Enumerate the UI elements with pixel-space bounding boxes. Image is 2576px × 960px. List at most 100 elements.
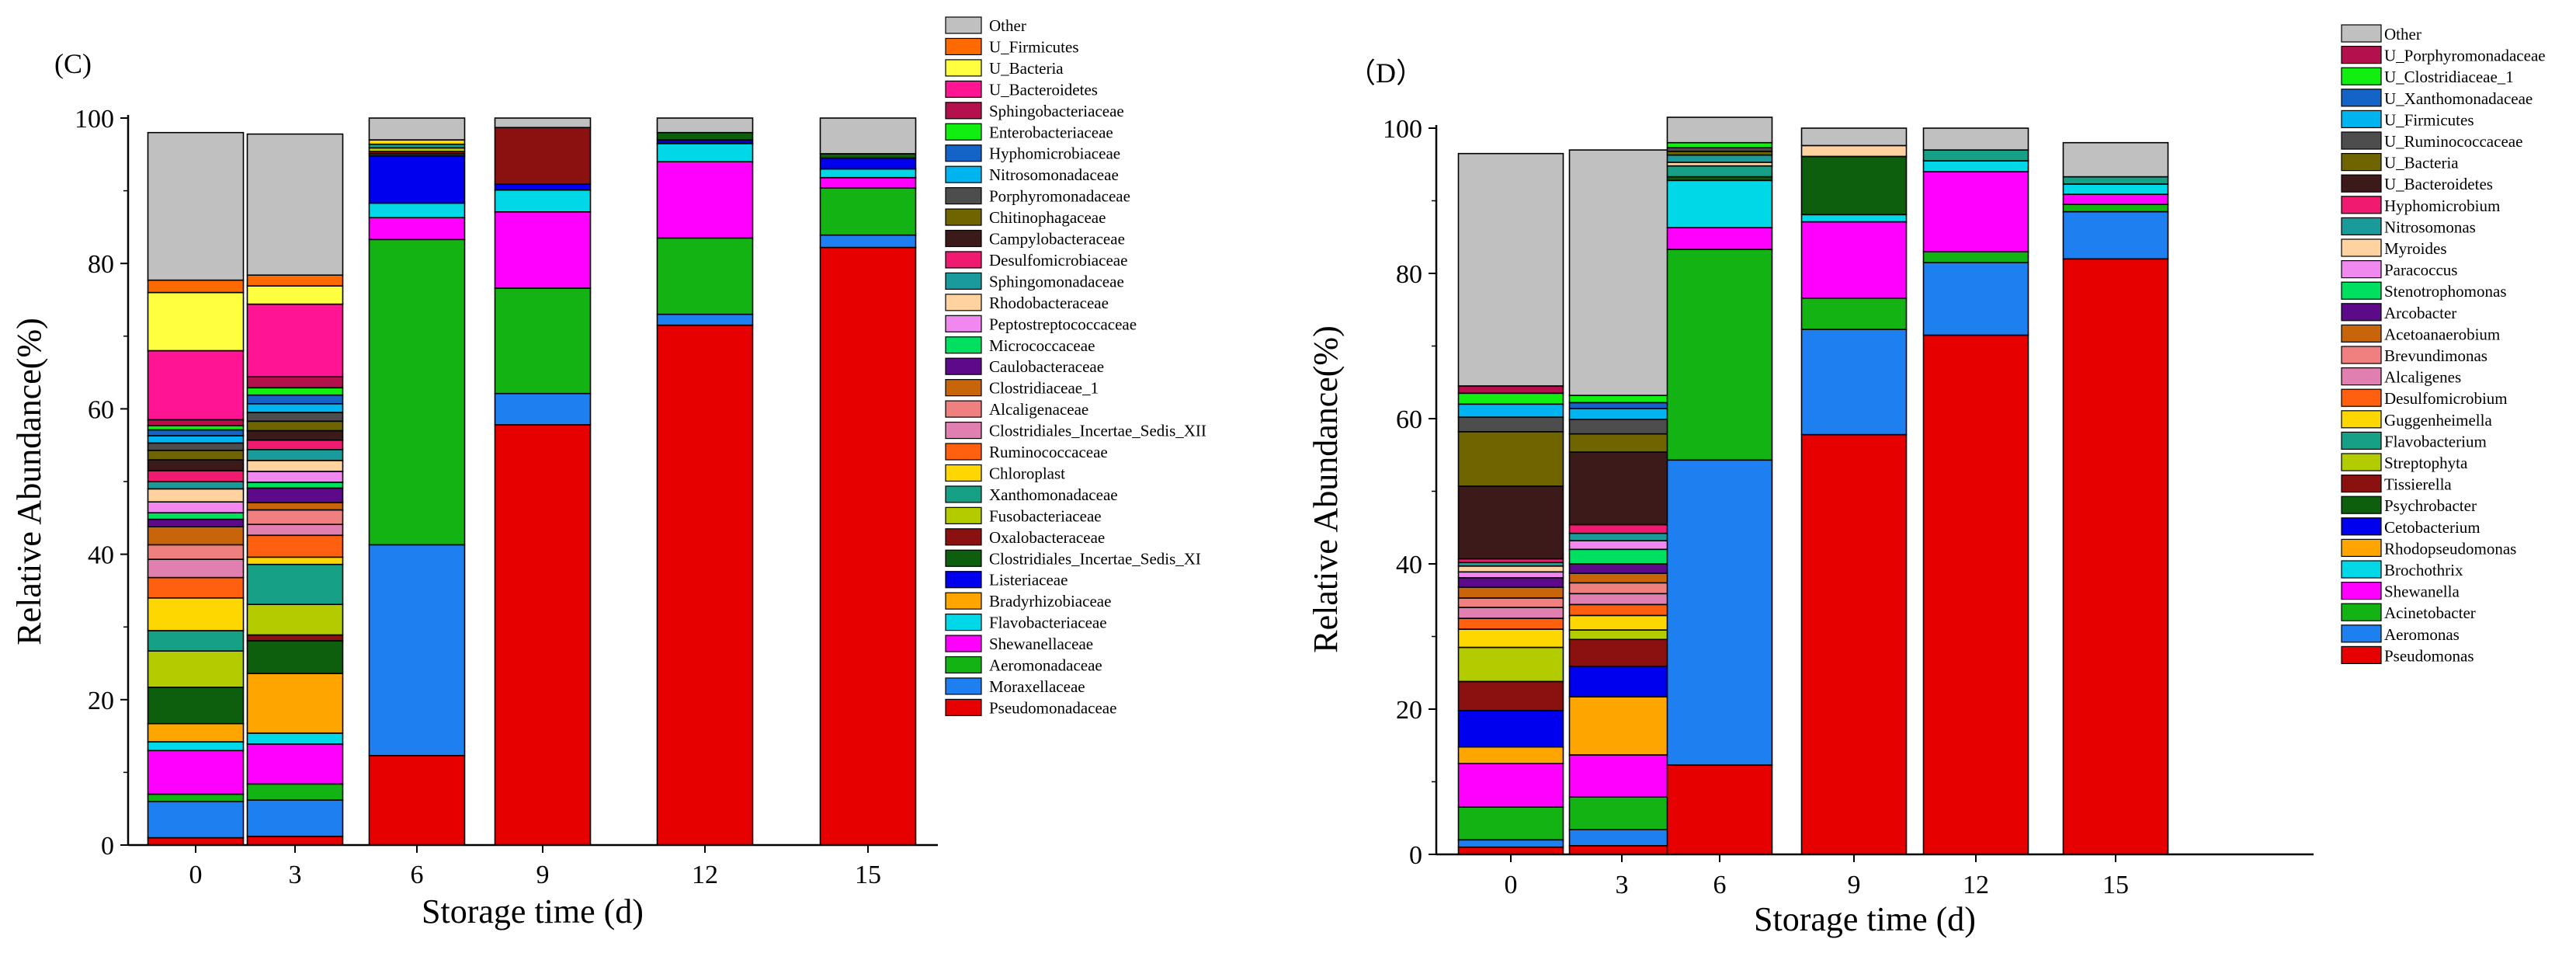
panel-d-ytick-label-20: 20: [1396, 696, 1422, 725]
panel-d-legend-label-Cetobacterium: Cetobacterium: [2384, 518, 2481, 537]
panel-c-bar-12-Pseudomonadaceae: [656, 324, 754, 846]
panel-c-legend-swatch-Caulobacteraceae: [945, 357, 982, 375]
panel-d-legend-swatch-U_Bacteroidetes: [2341, 174, 2382, 193]
panel-c-legend-label-Other: Other: [989, 16, 1026, 35]
panel-c-legend-swatch-Desulfomicrobiaceae: [945, 251, 982, 269]
panel-d-bar-3-Hyphomicrobium: [1568, 523, 1675, 534]
panel-d-bar-6-Shewanella: [1666, 227, 1773, 250]
panel-d-legend-label-U_Ruminococcaceae: U_Ruminococcaceae: [2384, 132, 2522, 151]
panel-d-ytick-label-40: 40: [1396, 551, 1422, 579]
panel-c-bar-0-Shewanellaceae: [147, 750, 245, 795]
panel-c-bar-3-Fusobacteriaceae: [246, 603, 344, 636]
panel-d-bar-15-Shewanella: [2062, 193, 2169, 206]
panel-d-bar-3-Tissierella: [1568, 638, 1675, 667]
panel-c-bar-3-Sphingomonadaceae: [246, 448, 344, 461]
panel-d-legend-swatch-Alcaligenes: [2341, 367, 2382, 386]
panel-c-bar-6-Pseudomonadaceae: [368, 755, 466, 846]
panel-c-ytick-label-100: 100: [75, 105, 114, 134]
panel-c-bar-6-Flavobacteriaceae: [368, 202, 466, 219]
panel-c-legend-swatch-Listeriaceae: [945, 571, 982, 589]
panel-d-bar-0-Aeromonas: [1457, 839, 1564, 848]
panel-d-ytick-label-60: 60: [1396, 405, 1422, 434]
panel-c-bar-3-Ruminococcaceae: [246, 534, 344, 558]
panel-d-bar-0-Pseudomonas: [1457, 846, 1564, 855]
panel-d-legend-label-Myroides: Myroides: [2384, 239, 2447, 258]
panel-d-bar-12-Shewanella: [1922, 171, 2029, 252]
panel-c-legend-swatch-Rhodobacteraceae: [945, 294, 982, 311]
panel-d-bar-3-Arcobacter: [1568, 563, 1675, 574]
panel-d-bar-3-U_Ruminococcaceae: [1568, 419, 1675, 435]
panel-d-bar-6-Brochothrix: [1666, 179, 1773, 228]
panel-d-bar-3-Desulfomicrobium: [1568, 603, 1675, 617]
panel-c-bar-3-Pseudomonadaceae: [246, 836, 344, 846]
panel-d-bar-3-Shewanella: [1568, 754, 1675, 798]
panel-c-bar-15-Moraxellaceae: [819, 234, 917, 249]
panel-c-bar-3-Porphyromonadaceae: [246, 412, 344, 423]
panel-d-bar-0-Desulfomicrobium: [1457, 617, 1564, 630]
panel-c-legend-label-Flavobacteriaceae: Flavobacteriaceae: [989, 614, 1107, 632]
panel-d-legend-label-Desulfomicrobium: Desulfomicrobium: [2384, 389, 2508, 408]
panel-c-bar-9-Moraxellaceae: [494, 392, 592, 426]
panel-c-bar-3-Aeromonadaceae: [246, 783, 344, 801]
panel-c-legend-swatch-U_Bacteria: [945, 59, 982, 77]
panel-d-bar-6-Pseudomonas: [1666, 764, 1773, 855]
panel-c-xtick-label-15: 15: [855, 861, 881, 889]
panel-c-bar-15-Clostridiales_Incertae_Sedis_XI: [819, 153, 917, 159]
panel-c-bar-0-Aeromonadaceae: [147, 793, 245, 802]
panel-d-legend-label-Tissierella: Tissierella: [2384, 475, 2452, 494]
panel-d-legend-label-Acinetobacter: Acinetobacter: [2384, 603, 2476, 622]
panel-c-legend-swatch-Micrococcaceae: [945, 336, 982, 354]
panel-d-xlabel: Storage time (d): [1754, 900, 1976, 938]
panel-c-ytick-label-0: 0: [101, 832, 114, 861]
panel-c-bar-3-Clostridiales_Incertae_Sedis_XII: [246, 523, 344, 537]
panel-c-legend-label-Ruminococcaceae: Ruminococcaceae: [989, 443, 1108, 461]
panel-d-bar-0-Shewanella: [1457, 763, 1564, 808]
panel-c-legend-swatch-Xanthomonadaceae: [945, 485, 982, 503]
panel-d-legend-swatch-Streptophyta: [2341, 453, 2382, 471]
panel-c-legend-swatch-Ruminococcaceae: [945, 443, 982, 461]
panel-c-legend-label-Chloroplast: Chloroplast: [989, 464, 1065, 482]
panel-d-legend-label-Flavobacterium: Flavobacterium: [2384, 432, 2487, 450]
panel-c-bar-12-Aeromonadaceae: [656, 237, 754, 315]
panel-c-legend-label-Aeromonadaceae: Aeromonadaceae: [989, 656, 1102, 675]
panel-c-bar-3-U_Bacteria: [246, 285, 344, 305]
panel-d-bar-3-U_Clostridiaceae_1: [1568, 395, 1675, 404]
chart-panel-d: （D） Relative Abundance(%) Storage time (d)…: [1307, 24, 2546, 938]
panel-d-legend-label-Aeromonas: Aeromonas: [2384, 625, 2460, 644]
panel-c-legend-swatch-U_Firmicutes: [945, 37, 982, 56]
panel-c-legend-label-Rhodobacteraceae: Rhodobacteraceae: [989, 294, 1109, 312]
panel-d-legend-swatch-Acinetobacter: [2341, 603, 2382, 621]
panel-d-bar-0-Alcaligenes: [1457, 607, 1564, 619]
panel-c-legend-label-Clostridiales_Incertae_Sedis_XI: Clostridiales_Incertae_Sedis_XI: [989, 549, 1201, 568]
panel-c-ytick-label-80: 80: [88, 250, 114, 279]
panel-d-legend-swatch-U_Clostridiaceae_1: [2341, 67, 2382, 85]
panel-d-legend-swatch-Guggenheimella: [2341, 410, 2382, 429]
panel-c-legend-swatch-Enterobacteriaceae: [945, 123, 982, 141]
panel-d-legend-label-Acetoanaerobium: Acetoanaerobium: [2384, 325, 2500, 343]
panel-c-bar-15-Shewanellaceae: [819, 177, 917, 189]
panel-d-legend-swatch-Aeromonas: [2341, 624, 2382, 643]
panel-c-legend-label-Shewanellaceae: Shewanellaceae: [989, 635, 1093, 653]
panel-c-bar-3-Chloroplast: [246, 556, 344, 565]
panel-d-bar-3-U_Bacteroidetes: [1568, 451, 1675, 526]
panel-c-bar-3-Micrococcaceae: [246, 482, 344, 489]
panel-d-bar-12-Aeromonas: [1922, 262, 2029, 336]
panel-d-bar-9-Pseudomonas: [1800, 433, 1908, 855]
panel-c-bar-3-Hyphomicrobiaceae: [246, 394, 344, 405]
panel-c-legend-label-Campylobacteraceae: Campylobacteraceae: [989, 230, 1125, 249]
panel-d-legend-swatch-Myroides: [2341, 238, 2382, 257]
panel-c-ytick-label-60: 60: [88, 395, 114, 424]
panel-c-legend-swatch-Pseudomonadaceae: [945, 698, 982, 717]
panel-d-bar-9-Brochothrix: [1800, 214, 1908, 223]
panel-d-label: （D）: [1348, 57, 1424, 89]
panel-d-legend-label-Pseudomonas: Pseudomonas: [2384, 646, 2474, 665]
panel-c-legend-label-Oxalobacteraceae: Oxalobacteraceae: [989, 528, 1105, 547]
panel-d-legend-label-Shewanella: Shewanella: [2384, 583, 2460, 601]
panel-d-bar-15-Aeromonas: [2062, 210, 2169, 260]
panel-c-legend-swatch-Clostridiaceae_1: [945, 379, 982, 397]
panel-c-xtick-label-0: 0: [189, 861, 203, 889]
panel-d-legend-swatch-Tissierella: [2341, 474, 2382, 493]
panel-d-legend-swatch-U_Xanthomonadaceae: [2341, 89, 2382, 107]
panel-d-bar-3-Streptophyta: [1568, 629, 1675, 641]
panel-d-bar-0-U_Firmicutes: [1457, 403, 1564, 418]
